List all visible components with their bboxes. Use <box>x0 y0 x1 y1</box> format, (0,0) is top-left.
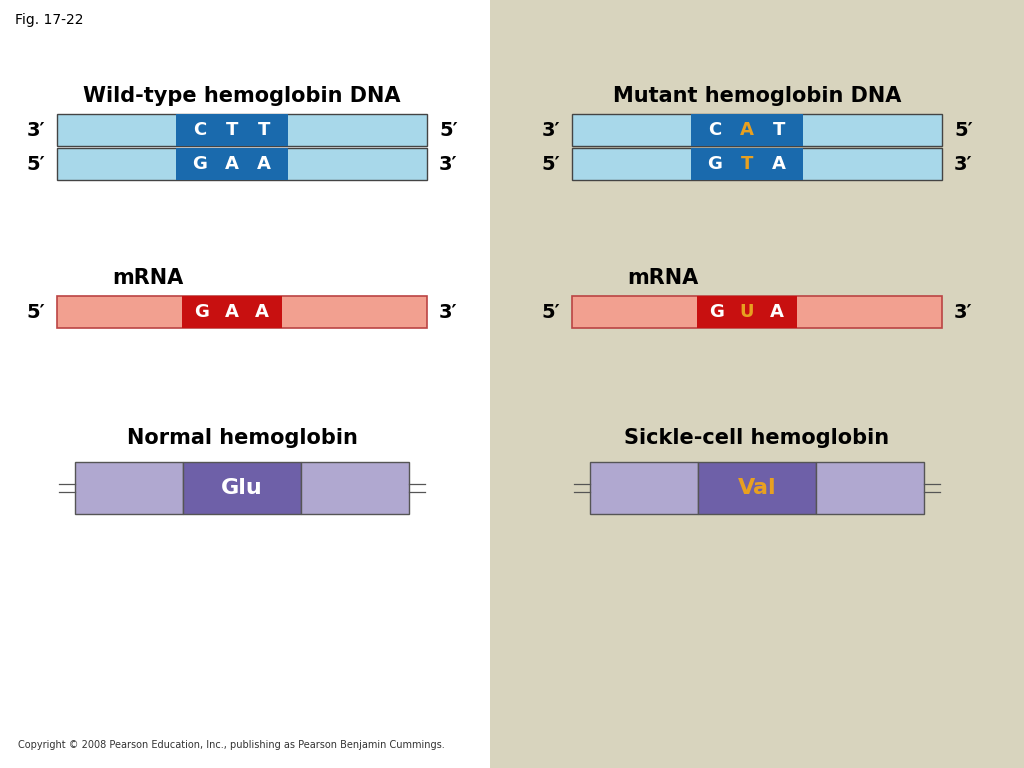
Bar <box>572 296 942 328</box>
Text: Sickle-cell hemoglobin: Sickle-cell hemoglobin <box>625 428 890 448</box>
Text: Val: Val <box>737 478 776 498</box>
Text: T: T <box>773 121 785 139</box>
Text: T: T <box>226 121 239 139</box>
Text: 5′: 5′ <box>542 154 560 174</box>
Text: Glu: Glu <box>221 478 263 498</box>
Text: G: G <box>193 155 208 173</box>
Bar <box>301 462 409 514</box>
Text: 5′: 5′ <box>542 303 560 322</box>
Text: 5′: 5′ <box>27 303 45 322</box>
Bar <box>572 114 942 146</box>
Text: 3′: 3′ <box>954 154 973 174</box>
Bar <box>697 296 797 328</box>
Text: A: A <box>225 303 239 321</box>
Bar <box>57 296 427 328</box>
Text: 5′: 5′ <box>27 154 45 174</box>
Bar <box>691 114 803 146</box>
Text: Normal hemoglobin: Normal hemoglobin <box>127 428 357 448</box>
Text: 5′: 5′ <box>439 121 458 140</box>
Bar <box>490 0 1024 768</box>
Text: A: A <box>257 155 271 173</box>
Text: Copyright © 2008 Pearson Education, Inc., publishing as Pearson Benjamin Cumming: Copyright © 2008 Pearson Education, Inc.… <box>18 740 444 750</box>
Bar <box>176 148 288 180</box>
Bar <box>182 296 282 328</box>
Bar <box>816 462 924 514</box>
Text: A: A <box>225 155 239 173</box>
Text: 3′: 3′ <box>954 303 973 322</box>
Text: G: G <box>708 155 723 173</box>
Text: T: T <box>258 121 270 139</box>
Text: Fig. 17-22: Fig. 17-22 <box>15 13 84 27</box>
Text: A: A <box>255 303 269 321</box>
Text: T: T <box>740 155 754 173</box>
Text: Wild-type hemoglobin DNA: Wild-type hemoglobin DNA <box>83 86 400 106</box>
Text: C: C <box>709 121 722 139</box>
Bar <box>590 462 698 514</box>
Text: 3′: 3′ <box>542 121 560 140</box>
Text: A: A <box>770 303 784 321</box>
Text: mRNA: mRNA <box>627 268 698 288</box>
Text: 3′: 3′ <box>439 154 458 174</box>
Text: mRNA: mRNA <box>112 268 183 288</box>
Bar <box>75 462 183 514</box>
Text: 3′: 3′ <box>439 303 458 322</box>
Text: A: A <box>740 121 754 139</box>
Text: A: A <box>772 155 786 173</box>
Text: U: U <box>739 303 755 321</box>
Text: G: G <box>710 303 724 321</box>
Bar <box>176 114 288 146</box>
Bar <box>691 148 803 180</box>
Text: 3′: 3′ <box>27 121 45 140</box>
Bar <box>183 462 301 514</box>
Text: C: C <box>194 121 207 139</box>
Bar <box>698 462 816 514</box>
Text: G: G <box>195 303 210 321</box>
Bar <box>572 148 942 180</box>
Bar <box>57 148 427 180</box>
Text: 5′: 5′ <box>954 121 973 140</box>
Text: Mutant hemoglobin DNA: Mutant hemoglobin DNA <box>612 86 901 106</box>
Bar <box>57 114 427 146</box>
